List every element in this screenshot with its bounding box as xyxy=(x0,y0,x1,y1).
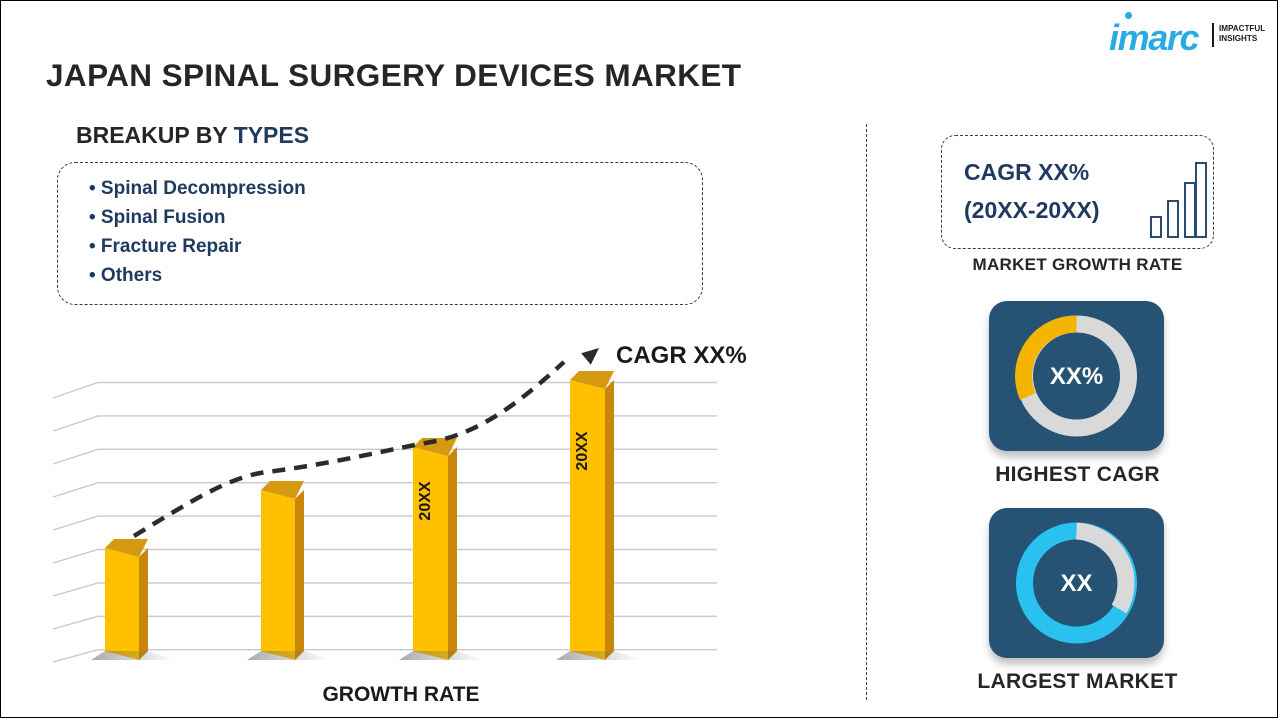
svg-text:CAGR XX%: CAGR XX% xyxy=(616,342,747,369)
svg-text:XX%: XX% xyxy=(1050,363,1103,390)
svg-text:GROWTH RATE: GROWTH RATE xyxy=(322,683,479,706)
svg-text:20XX: 20XX xyxy=(417,481,434,520)
svg-text:XX: XX xyxy=(1060,570,1092,597)
svg-text:20XX: 20XX xyxy=(574,431,591,470)
